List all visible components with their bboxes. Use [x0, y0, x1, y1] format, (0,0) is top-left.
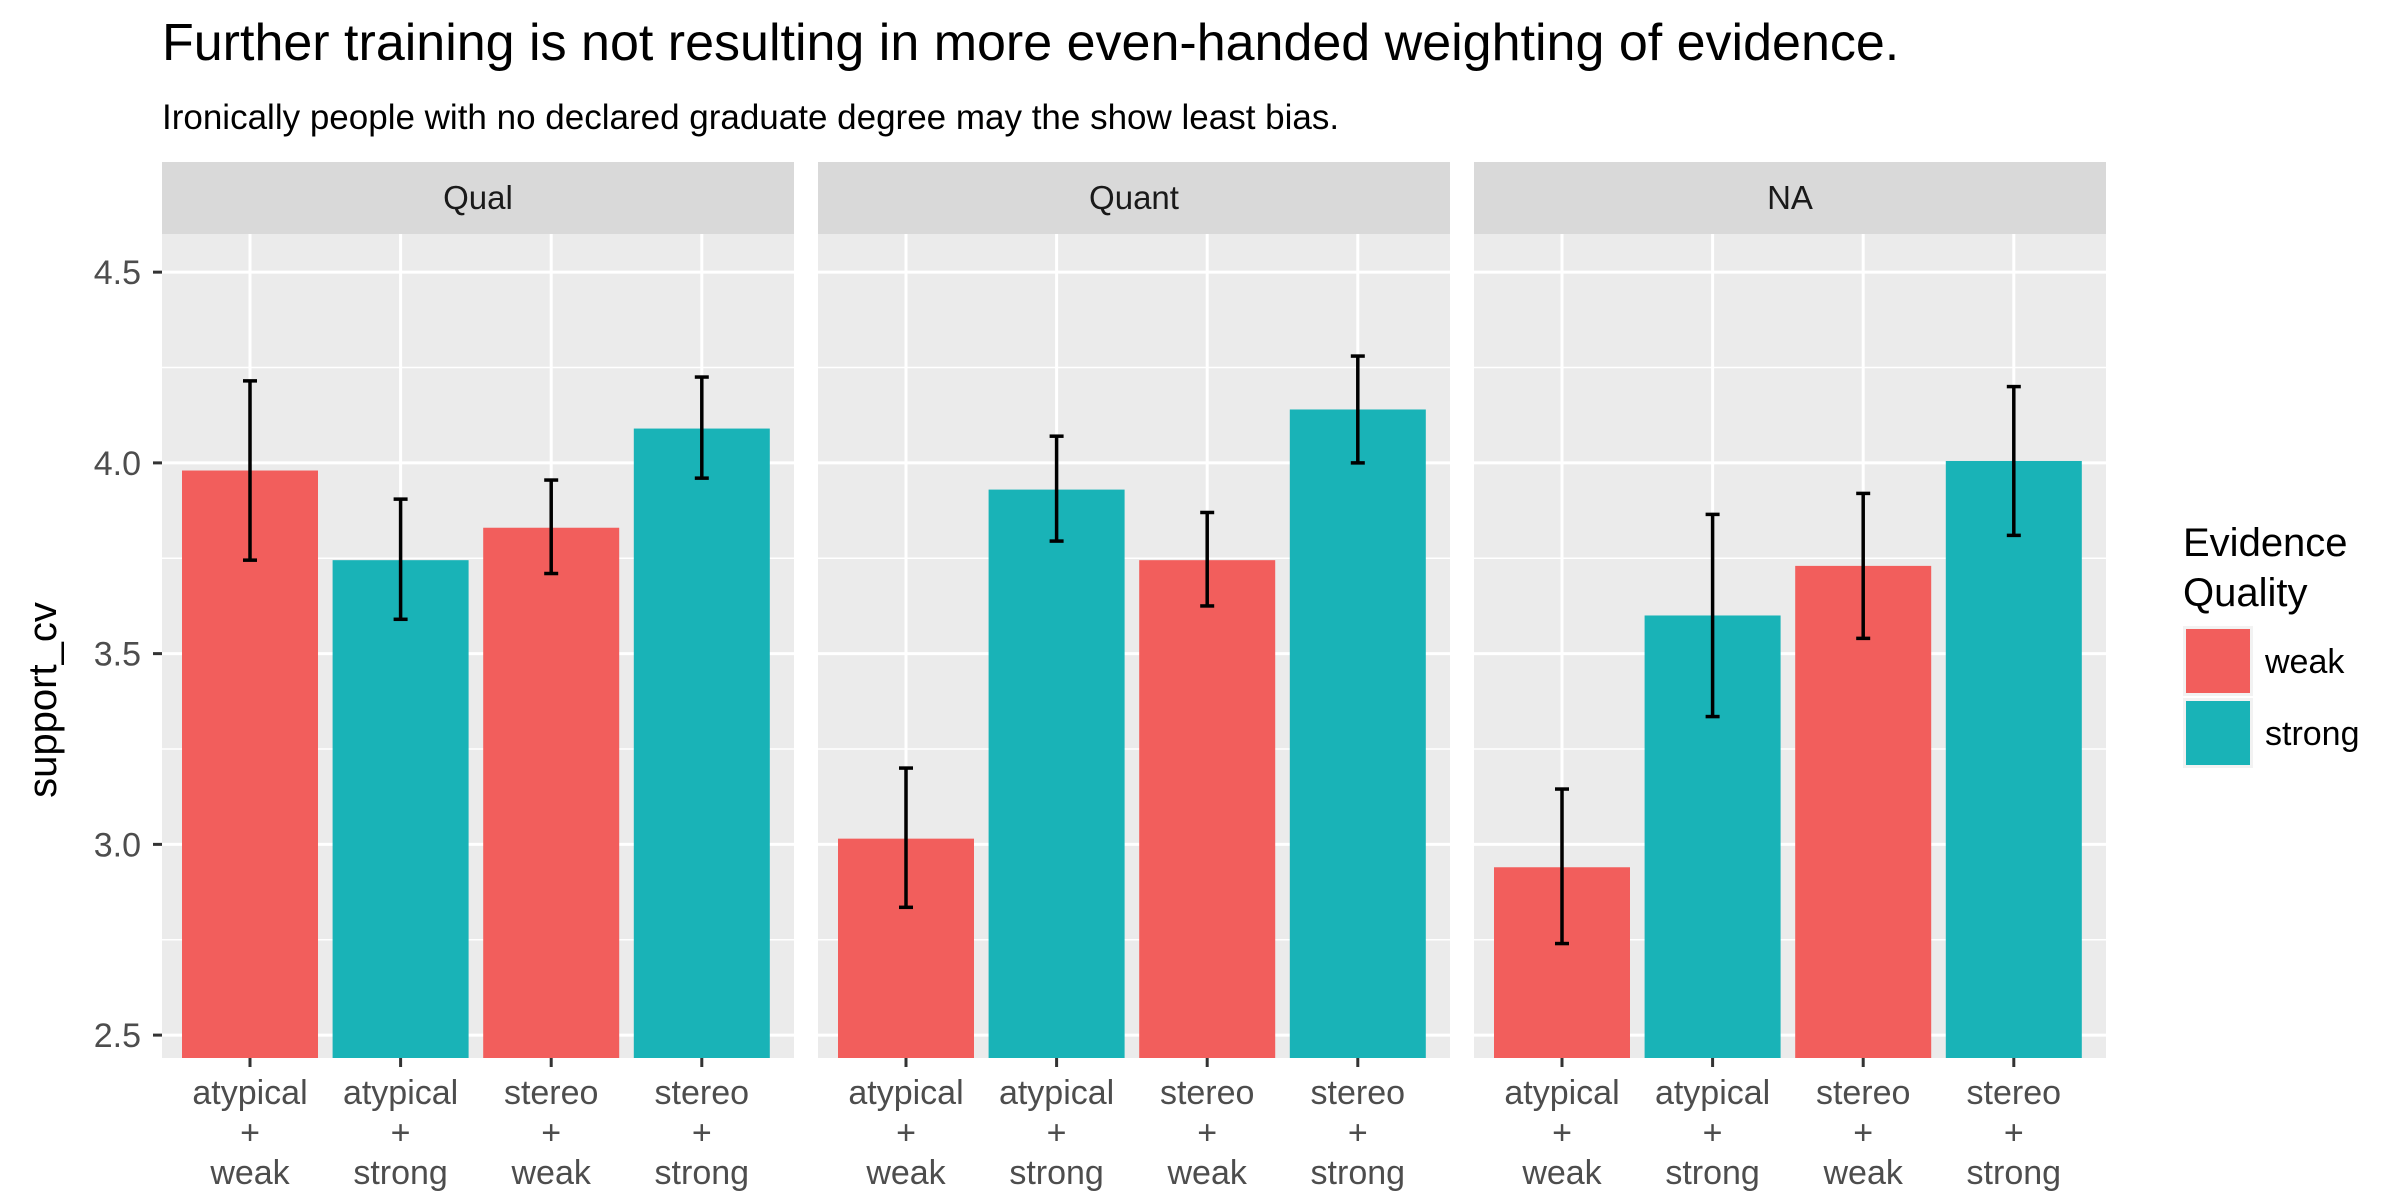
x-tick-label: atypical + strong [1655, 1074, 1770, 1192]
facet-panel-qual: Qual atypical + weak atypical + strong stereo + w… [162, 162, 794, 1192]
x-tick-label: stereo + weak [1816, 1074, 1911, 1192]
bar-weak [1139, 560, 1276, 1058]
facet-strip-label: Qual [443, 179, 513, 216]
bar-weak [483, 527, 620, 1058]
legend-swatch-weak [2186, 629, 2250, 693]
x-tick-label: atypical + strong [343, 1074, 458, 1192]
y-tick-label: 3.5 [94, 636, 141, 674]
bar-strong [1289, 409, 1426, 1059]
y-axis: 2.5 3.0 3.5 4.0 4.5 [94, 254, 162, 1055]
y-tick-label: 2.5 [94, 1017, 141, 1055]
y-tick-label: 3.0 [94, 826, 141, 864]
x-tick-label: atypical + weak [192, 1074, 307, 1192]
legend-swatch-strong [2186, 701, 2250, 765]
x-tick-label: stereo + strong [1967, 1074, 2062, 1192]
facet-strip-label: NA [1767, 179, 1813, 216]
legend: Evidence Quality weak strong [2183, 521, 2360, 768]
x-tick-label: atypical + weak [848, 1074, 963, 1192]
bar-weak [1795, 565, 1932, 1058]
x-tick-label: atypical + weak [1504, 1074, 1619, 1192]
x-tick-label: stereo + weak [1160, 1074, 1255, 1192]
y-tick-label: 4.0 [94, 445, 141, 483]
panels-layer: Qual atypical + weak atypical + strong stereo + w… [162, 162, 2106, 1192]
facet-strip [818, 162, 1450, 234]
legend-title: Evidence Quality [2183, 521, 2348, 615]
facet-panel-na: NA atypical + weak atypical + strong stereo + wea… [1474, 162, 2106, 1192]
bar-strong [332, 560, 469, 1058]
x-tick-label: stereo + strong [655, 1074, 750, 1192]
bar-weak [182, 470, 318, 1058]
legend-label-strong: strong [2265, 715, 2360, 753]
y-axis-title: support_cv [21, 602, 65, 798]
bar-strong [633, 428, 770, 1058]
x-tick-label: atypical + strong [999, 1074, 1114, 1192]
x-tick-label: stereo + weak [504, 1074, 599, 1192]
facet-strip [1474, 162, 2106, 234]
facet-strip-label: Quant [1089, 179, 1179, 216]
chart-title: Further training is not resulting in mor… [162, 14, 1899, 72]
facet-strip [162, 162, 794, 234]
legend-label-weak: weak [2264, 643, 2345, 681]
x-tick-label: stereo + strong [1311, 1074, 1406, 1192]
bar-strong [988, 489, 1125, 1058]
chart-subtitle: Ironically people with no declared gradu… [162, 98, 1339, 137]
y-tick-label: 4.5 [94, 254, 141, 292]
facet-panel-quant: Quant atypical + weak atypical + strong stereo +… [818, 162, 1450, 1192]
bar-strong [1945, 460, 2082, 1059]
